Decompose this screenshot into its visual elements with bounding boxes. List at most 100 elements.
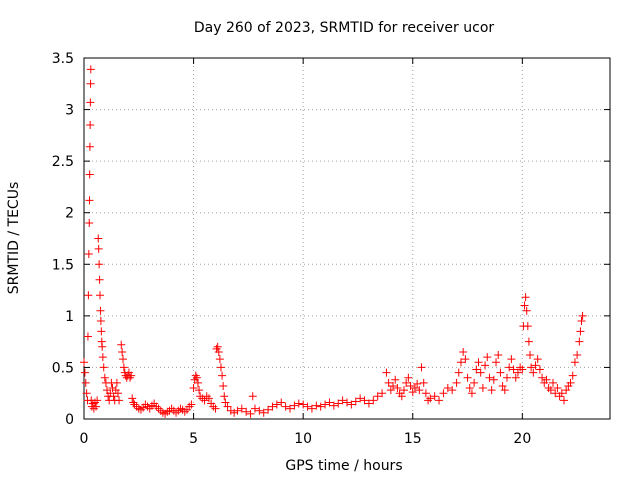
data-point [476,368,485,377]
data-point [299,400,308,409]
data-point [127,371,136,380]
data-point [356,394,365,403]
data-point [500,386,509,395]
data-point [189,384,198,393]
data-point [95,275,104,284]
data-point [192,373,201,382]
data-point [230,408,239,417]
data-point [481,361,490,370]
data-point [531,361,540,370]
data-point [112,378,121,387]
data-point [277,398,286,407]
data-point [193,378,202,387]
data-point [406,381,415,390]
data-point [290,401,299,410]
data-point [472,365,481,374]
data-point [577,317,586,326]
data-point [321,400,330,409]
data-point [397,392,406,401]
data-point [158,408,167,417]
data-point [98,353,107,362]
data-point [211,404,220,413]
data-point [524,337,533,346]
data-point [213,342,222,351]
data-point [483,353,492,362]
data-point [487,386,496,395]
data-point [250,404,259,413]
data-point [204,394,213,403]
data-point [84,249,93,258]
data-point [544,384,553,393]
data-point [129,398,138,407]
data-point [100,373,109,382]
data-point [223,402,232,411]
data-point [496,368,505,377]
data-point [435,396,444,405]
data-point [507,355,516,364]
data-point [96,317,105,326]
data-point [566,378,575,387]
data-point [568,371,577,380]
data-point [113,389,122,398]
y-tick-label: 2 [65,206,74,222]
x-tick-label: 0 [80,431,89,447]
data-point [246,409,255,418]
data-point [509,365,518,374]
data-point [303,402,312,411]
data-point [404,373,413,382]
data-point [360,396,369,405]
data-point [119,355,128,364]
data-point [126,373,135,382]
data-point [338,396,347,405]
data-point [200,396,209,405]
data-point [452,378,461,387]
data-point [85,142,94,151]
data-point [86,79,95,88]
data-point [384,378,393,387]
data-point [118,347,127,356]
data-point [202,392,211,401]
data-point [573,351,582,360]
data-point [117,340,126,349]
data-point [191,371,200,380]
data-point [85,170,94,179]
plot-border [83,57,611,420]
data-point [89,404,98,413]
y-axis-label: SRMTID / TECUs [6,182,22,295]
data-point [174,406,183,415]
data-point [334,399,343,408]
data-point [378,389,387,398]
x-tick-label: 20 [513,431,531,447]
data-point [294,399,303,408]
data-point [575,337,584,346]
y-tick-label: 0 [65,412,74,428]
data-point [83,332,92,341]
data-point [549,378,558,387]
x-tick-label: 15 [404,431,422,447]
data-point [410,384,419,393]
y-tick-label: 3 [65,103,74,119]
data-point [98,342,107,351]
data-point [494,351,503,360]
data-point [578,311,587,320]
data-point [134,404,143,413]
data-point [81,378,90,387]
data-point [461,355,470,364]
data-point [85,196,94,205]
data-point [456,358,465,367]
data-point [511,373,520,382]
data-point [233,406,242,415]
data-point [259,408,268,417]
data-point [108,384,117,393]
data-point [286,404,295,413]
data-point [86,98,95,107]
data-point [80,368,89,377]
data-point [264,405,273,414]
data-point [219,381,228,390]
y-tick-label: 2.5 [52,154,74,170]
data-point [498,381,507,390]
data-point [520,301,529,310]
data-point [220,392,229,401]
data-point [80,358,88,367]
data-point [237,404,246,413]
